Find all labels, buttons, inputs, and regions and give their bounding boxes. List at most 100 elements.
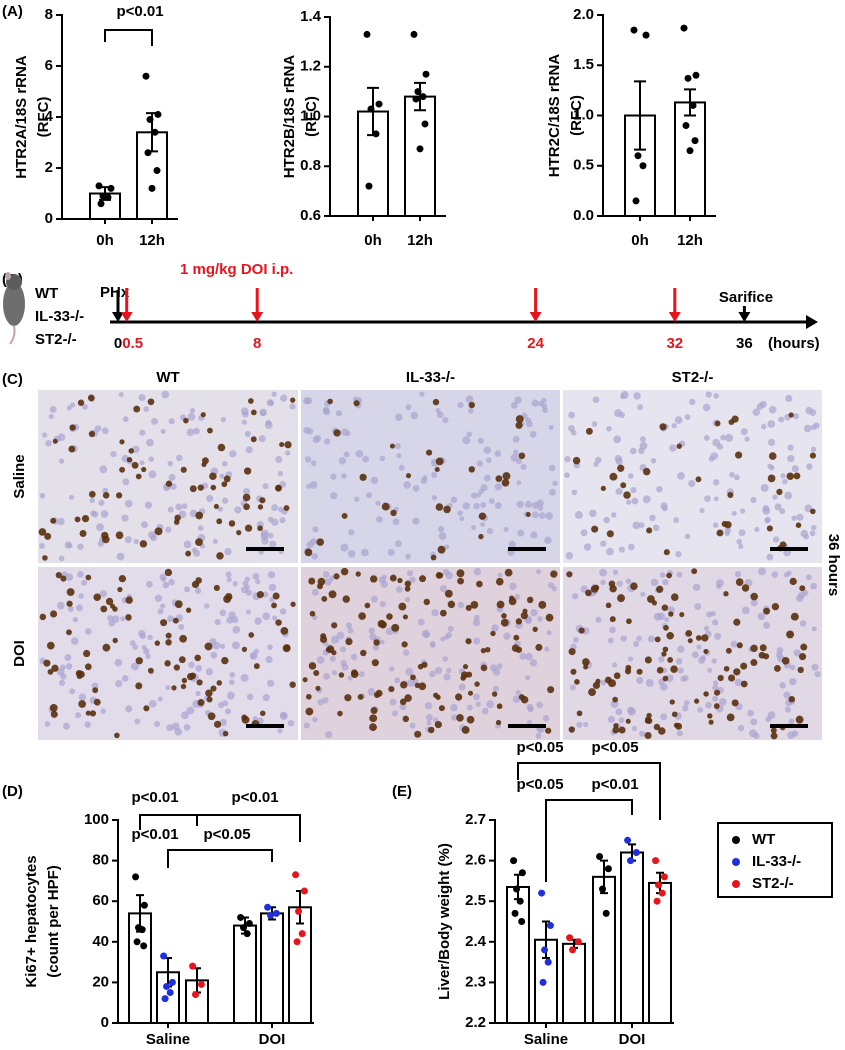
nucleus bbox=[571, 593, 579, 600]
ki67-nucleus bbox=[642, 467, 651, 476]
ki67-nucleus bbox=[185, 607, 192, 613]
nucleus bbox=[232, 580, 238, 587]
y-tick-label: 2.4 bbox=[465, 933, 487, 950]
ki67-nucleus bbox=[342, 595, 350, 603]
nucleus bbox=[656, 485, 663, 493]
nucleus bbox=[627, 707, 636, 716]
nucleus bbox=[712, 522, 719, 528]
ki67-nucleus bbox=[341, 512, 348, 519]
nucleus bbox=[568, 411, 575, 419]
nucleus bbox=[68, 494, 74, 500]
ki67-nucleus bbox=[207, 427, 213, 434]
nucleus bbox=[450, 714, 458, 721]
x-tick-label: 0h bbox=[96, 232, 114, 249]
nucleus bbox=[347, 550, 356, 558]
nucleus bbox=[304, 456, 312, 463]
nucleus bbox=[734, 571, 742, 578]
ki67-nucleus bbox=[243, 503, 250, 511]
nucleus bbox=[303, 722, 310, 729]
nucleus bbox=[536, 499, 544, 508]
ki67-nucleus bbox=[605, 602, 612, 609]
ki67-nucleus bbox=[750, 659, 758, 667]
nucleus bbox=[627, 473, 634, 479]
data-point bbox=[160, 952, 168, 960]
nucleus bbox=[122, 416, 129, 423]
ki67-nucleus bbox=[708, 719, 714, 725]
nucleus bbox=[652, 524, 660, 532]
ki67-nucleus bbox=[77, 670, 85, 678]
column-heading: ST2-/- bbox=[672, 369, 714, 386]
y-tick-label: 2.7 bbox=[465, 811, 486, 828]
nucleus bbox=[576, 721, 583, 728]
nucleus bbox=[279, 394, 288, 402]
ki67-nucleus bbox=[126, 457, 133, 463]
data-point bbox=[142, 72, 150, 80]
nucleus bbox=[409, 576, 416, 584]
nucleus bbox=[94, 425, 102, 432]
nucleus bbox=[224, 708, 231, 715]
significance-bracket bbox=[545, 799, 633, 882]
nucleus bbox=[564, 472, 570, 478]
ki67-nucleus bbox=[131, 461, 139, 469]
ki67-nucleus bbox=[731, 415, 739, 423]
nucleus bbox=[548, 488, 556, 496]
nucleus bbox=[600, 540, 607, 547]
nucleus bbox=[124, 499, 133, 508]
ki67-nucleus bbox=[656, 585, 664, 593]
ki67-nucleus bbox=[289, 681, 296, 688]
nucleus bbox=[639, 436, 646, 443]
ki67-nucleus bbox=[331, 622, 338, 629]
nucleus bbox=[434, 666, 443, 675]
error-bar bbox=[684, 88, 696, 117]
nucleus bbox=[146, 438, 154, 447]
ki67-nucleus bbox=[401, 641, 408, 648]
nucleus bbox=[195, 664, 203, 672]
nucleus bbox=[219, 643, 226, 649]
data-point bbox=[642, 31, 650, 39]
nucleus bbox=[262, 612, 271, 621]
nucleus bbox=[810, 582, 818, 590]
nucleus bbox=[252, 572, 260, 580]
ki67-nucleus bbox=[733, 618, 741, 626]
data-point bbox=[627, 857, 635, 865]
ki67-nucleus bbox=[439, 609, 447, 617]
nucleus bbox=[744, 436, 750, 442]
ki67-nucleus bbox=[154, 640, 161, 646]
bar bbox=[404, 95, 436, 217]
x-tick-label: 12h bbox=[407, 232, 433, 249]
ki67-nucleus bbox=[114, 732, 120, 739]
ki67-nucleus bbox=[437, 572, 444, 579]
ki67-nucleus bbox=[666, 572, 673, 579]
ki67-nucleus bbox=[617, 594, 625, 603]
ki67-nucleus bbox=[600, 485, 606, 492]
ki67-nucleus bbox=[50, 517, 57, 524]
ki67-nucleus bbox=[49, 703, 58, 712]
ki67-nucleus bbox=[566, 571, 573, 578]
ki67-nucleus bbox=[333, 429, 341, 437]
data-point bbox=[375, 100, 383, 108]
nucleus bbox=[703, 434, 710, 441]
nucleus bbox=[84, 721, 91, 728]
nucleus bbox=[425, 713, 433, 722]
micrograph bbox=[563, 390, 822, 563]
nucleus bbox=[615, 708, 623, 716]
data-point bbox=[518, 918, 526, 925]
nucleus bbox=[410, 411, 419, 420]
data-point bbox=[639, 162, 647, 170]
nucleus bbox=[809, 409, 817, 417]
ki67-nucleus bbox=[328, 590, 337, 599]
nucleus bbox=[49, 405, 57, 413]
ki67-nucleus bbox=[495, 577, 504, 586]
ki67-nucleus bbox=[196, 679, 203, 686]
nucleus bbox=[181, 711, 189, 720]
data-point bbox=[264, 903, 272, 911]
ki67-nucleus bbox=[572, 456, 581, 465]
ki67-nucleus bbox=[100, 605, 108, 613]
ki67-nucleus bbox=[658, 727, 666, 735]
nucleus bbox=[639, 441, 648, 450]
nucleus bbox=[762, 506, 771, 515]
ki67-nucleus bbox=[272, 592, 280, 600]
ki67-nucleus bbox=[360, 649, 367, 657]
nucleus bbox=[684, 533, 691, 540]
ki67-nucleus bbox=[305, 707, 314, 716]
